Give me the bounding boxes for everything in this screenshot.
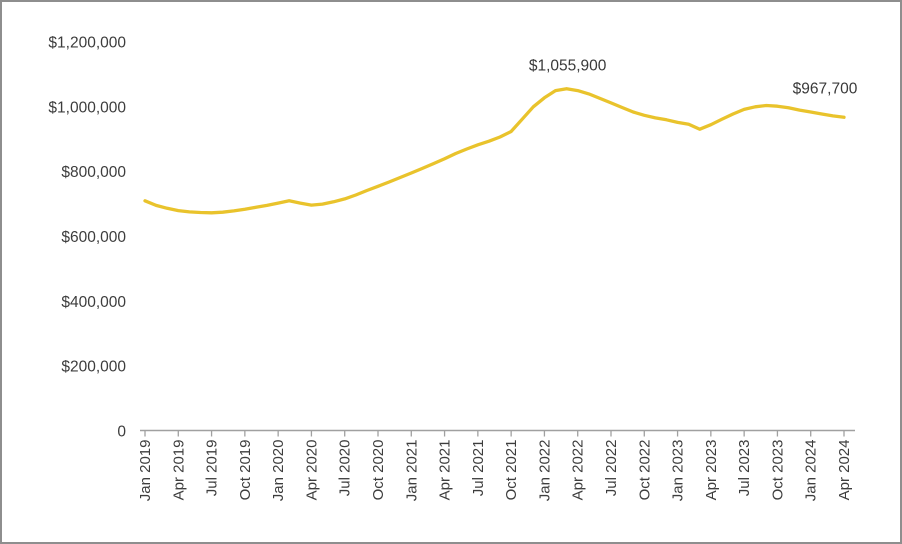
x-axis-label: Jul 2020	[337, 440, 354, 497]
x-axis-label: Oct 2023	[769, 440, 786, 501]
x-axis-label: Oct 2022	[636, 440, 653, 501]
x-axis-label: Jul 2023	[736, 440, 753, 497]
y-axis-label: 0	[117, 424, 126, 441]
y-axis-label: $1,200,000	[48, 35, 126, 52]
y-axis-label: $1,000,000	[48, 99, 126, 116]
x-axis-label: Apr 2020	[303, 440, 320, 501]
x-axis-label: Jul 2019	[204, 440, 221, 497]
x-axis-label: Jan 2021	[403, 440, 420, 502]
x-axis-label: Jan 2019	[137, 440, 154, 502]
x-axis	[140, 429, 855, 437]
price-trend-line	[143, 87, 846, 215]
y-axis-label: $400,000	[61, 294, 126, 311]
x-axis-label: Apr 2023	[703, 440, 720, 501]
x-axis-label: Jan 2020	[270, 440, 287, 502]
x-axis-label: Apr 2022	[570, 440, 587, 501]
x-axis-label: Oct 2020	[370, 440, 387, 501]
x-axis-label: Oct 2021	[503, 440, 520, 501]
y-axis-label: $800,000	[61, 164, 126, 181]
x-axis-label: Apr 2021	[437, 440, 454, 501]
x-axis-label: Jul 2022	[603, 440, 620, 497]
x-axis-label: Oct 2019	[237, 440, 254, 501]
x-axis-label: Jan 2022	[536, 440, 553, 502]
x-axis-labels: Jan 2019 Apr 2019 Jul 2019 Oct 2019 Jan 2020…	[137, 440, 853, 502]
y-axis-label: $600,000	[61, 229, 126, 246]
x-axis-label: Jan 2023	[670, 440, 687, 502]
y-axis-label: $200,000	[61, 359, 126, 376]
x-axis-label: Jul 2021	[470, 440, 487, 497]
x-axis-label: Apr 2024	[836, 440, 853, 501]
latest-price-annotation: $967,700	[793, 80, 858, 97]
x-axis-label: Jan 2024	[803, 440, 820, 502]
y-axis-labels: $1,200,000 $1,000,000 $800,000 $600,000 $400…	[48, 35, 126, 441]
x-axis-label: Apr 2019	[170, 440, 187, 501]
peak-price-annotation: $1,055,900	[529, 58, 607, 75]
